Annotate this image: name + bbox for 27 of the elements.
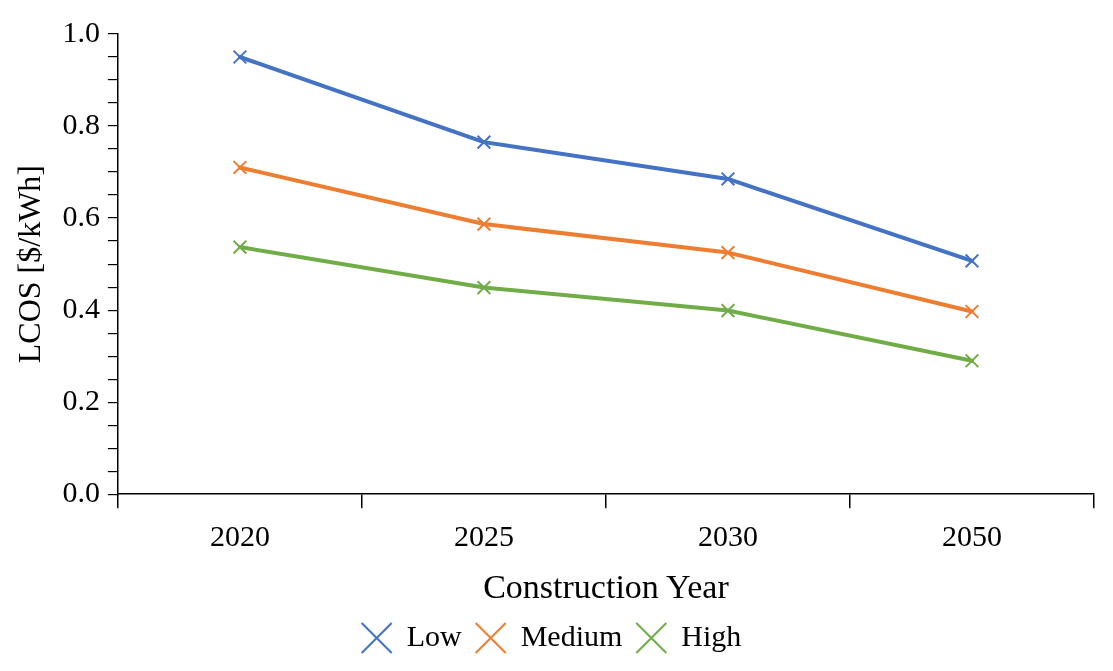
point: [232, 239, 248, 255]
x-axis-title: Construction Year: [483, 567, 730, 605]
y-axis-title: LCOS [$/kWh]: [10, 165, 47, 364]
point: [964, 253, 980, 269]
point: [720, 303, 736, 318]
y-tick-label: 0.0: [62, 475, 100, 509]
x-tick-label: 2030: [697, 519, 758, 553]
y-tick-label: 0.2: [62, 383, 100, 417]
point: [232, 49, 248, 65]
y-tick-label: 0.8: [62, 106, 100, 140]
y-tick-label: 0.4: [62, 290, 100, 324]
legend-label: Low: [406, 618, 462, 652]
x-tick-label: 2025: [453, 519, 514, 553]
point: [232, 160, 248, 175]
point: [476, 134, 492, 150]
y-tick-label: 1.0: [62, 14, 100, 48]
legend-label: Medium: [520, 618, 623, 652]
legend-label: High: [681, 618, 742, 652]
point: [476, 216, 492, 232]
x-tick-label: 2050: [941, 519, 1002, 553]
point: [720, 171, 736, 187]
point: [720, 245, 736, 260]
point: [964, 353, 980, 369]
y-tick-label: 0.6: [62, 198, 100, 232]
x-tick-label: 2020: [209, 519, 270, 553]
point: [476, 280, 492, 295]
point: [964, 304, 980, 319]
